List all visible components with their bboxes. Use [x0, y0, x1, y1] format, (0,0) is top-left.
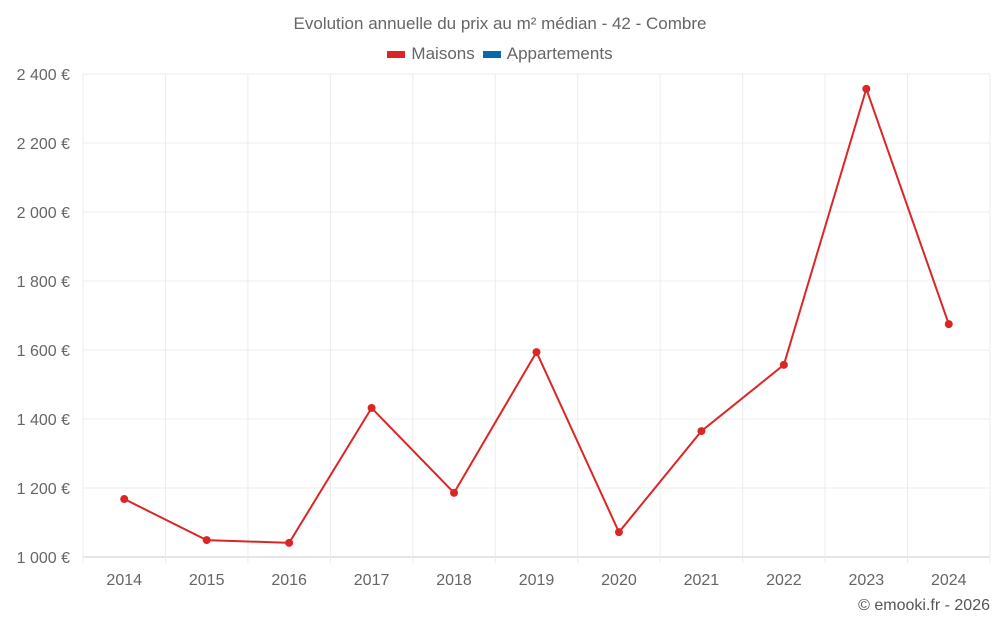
legend-swatch-maisons [387, 50, 406, 58]
x-tick-label: 2022 [766, 572, 802, 589]
y-tick-label: 1 800 € [17, 274, 70, 291]
y-tick-label: 1 200 € [17, 481, 70, 498]
x-tick-label: 2014 [106, 572, 142, 589]
data-point [202, 536, 211, 545]
credit-text: © emooki.fr - 2026 [858, 597, 990, 614]
y-tick-label: 2 400 € [17, 67, 70, 84]
y-tick-label: 1 600 € [17, 343, 70, 360]
legend-label-maisons: Maisons [411, 44, 475, 63]
data-point [944, 320, 953, 329]
data-point [614, 528, 623, 537]
chart-title: Evolution annuelle du prix au m² médian … [293, 14, 707, 33]
data-point [120, 495, 129, 504]
data-point [450, 488, 459, 497]
data-point [532, 348, 541, 357]
x-tick-label: 2021 [684, 572, 720, 589]
x-tick-label: 2020 [601, 572, 637, 589]
y-tick-label: 1 000 € [17, 550, 70, 567]
y-tick-label: 2 000 € [17, 205, 70, 222]
y-tick-label: 1 400 € [17, 412, 70, 429]
data-point [779, 360, 788, 369]
data-point [862, 84, 871, 93]
x-tick-label: 2017 [354, 572, 390, 589]
legend-item-appartements[interactable]: Appartements [482, 44, 613, 64]
legend-swatch-appartements [482, 50, 501, 58]
legend: Maisons Appartements [0, 44, 1000, 64]
x-tick-label: 2024 [931, 572, 967, 589]
x-tick-label: 2023 [849, 572, 885, 589]
data-point [285, 538, 294, 547]
x-tick-label: 2015 [189, 572, 225, 589]
data-point [697, 427, 706, 436]
x-tick-label: 2019 [519, 572, 555, 589]
data-point [367, 403, 376, 412]
legend-label-appartements: Appartements [506, 44, 613, 63]
legend-item-maisons[interactable]: Maisons [387, 44, 475, 64]
x-tick-label: 2018 [436, 572, 472, 589]
x-tick-label: 2016 [271, 572, 307, 589]
y-tick-label: 2 200 € [17, 136, 70, 153]
